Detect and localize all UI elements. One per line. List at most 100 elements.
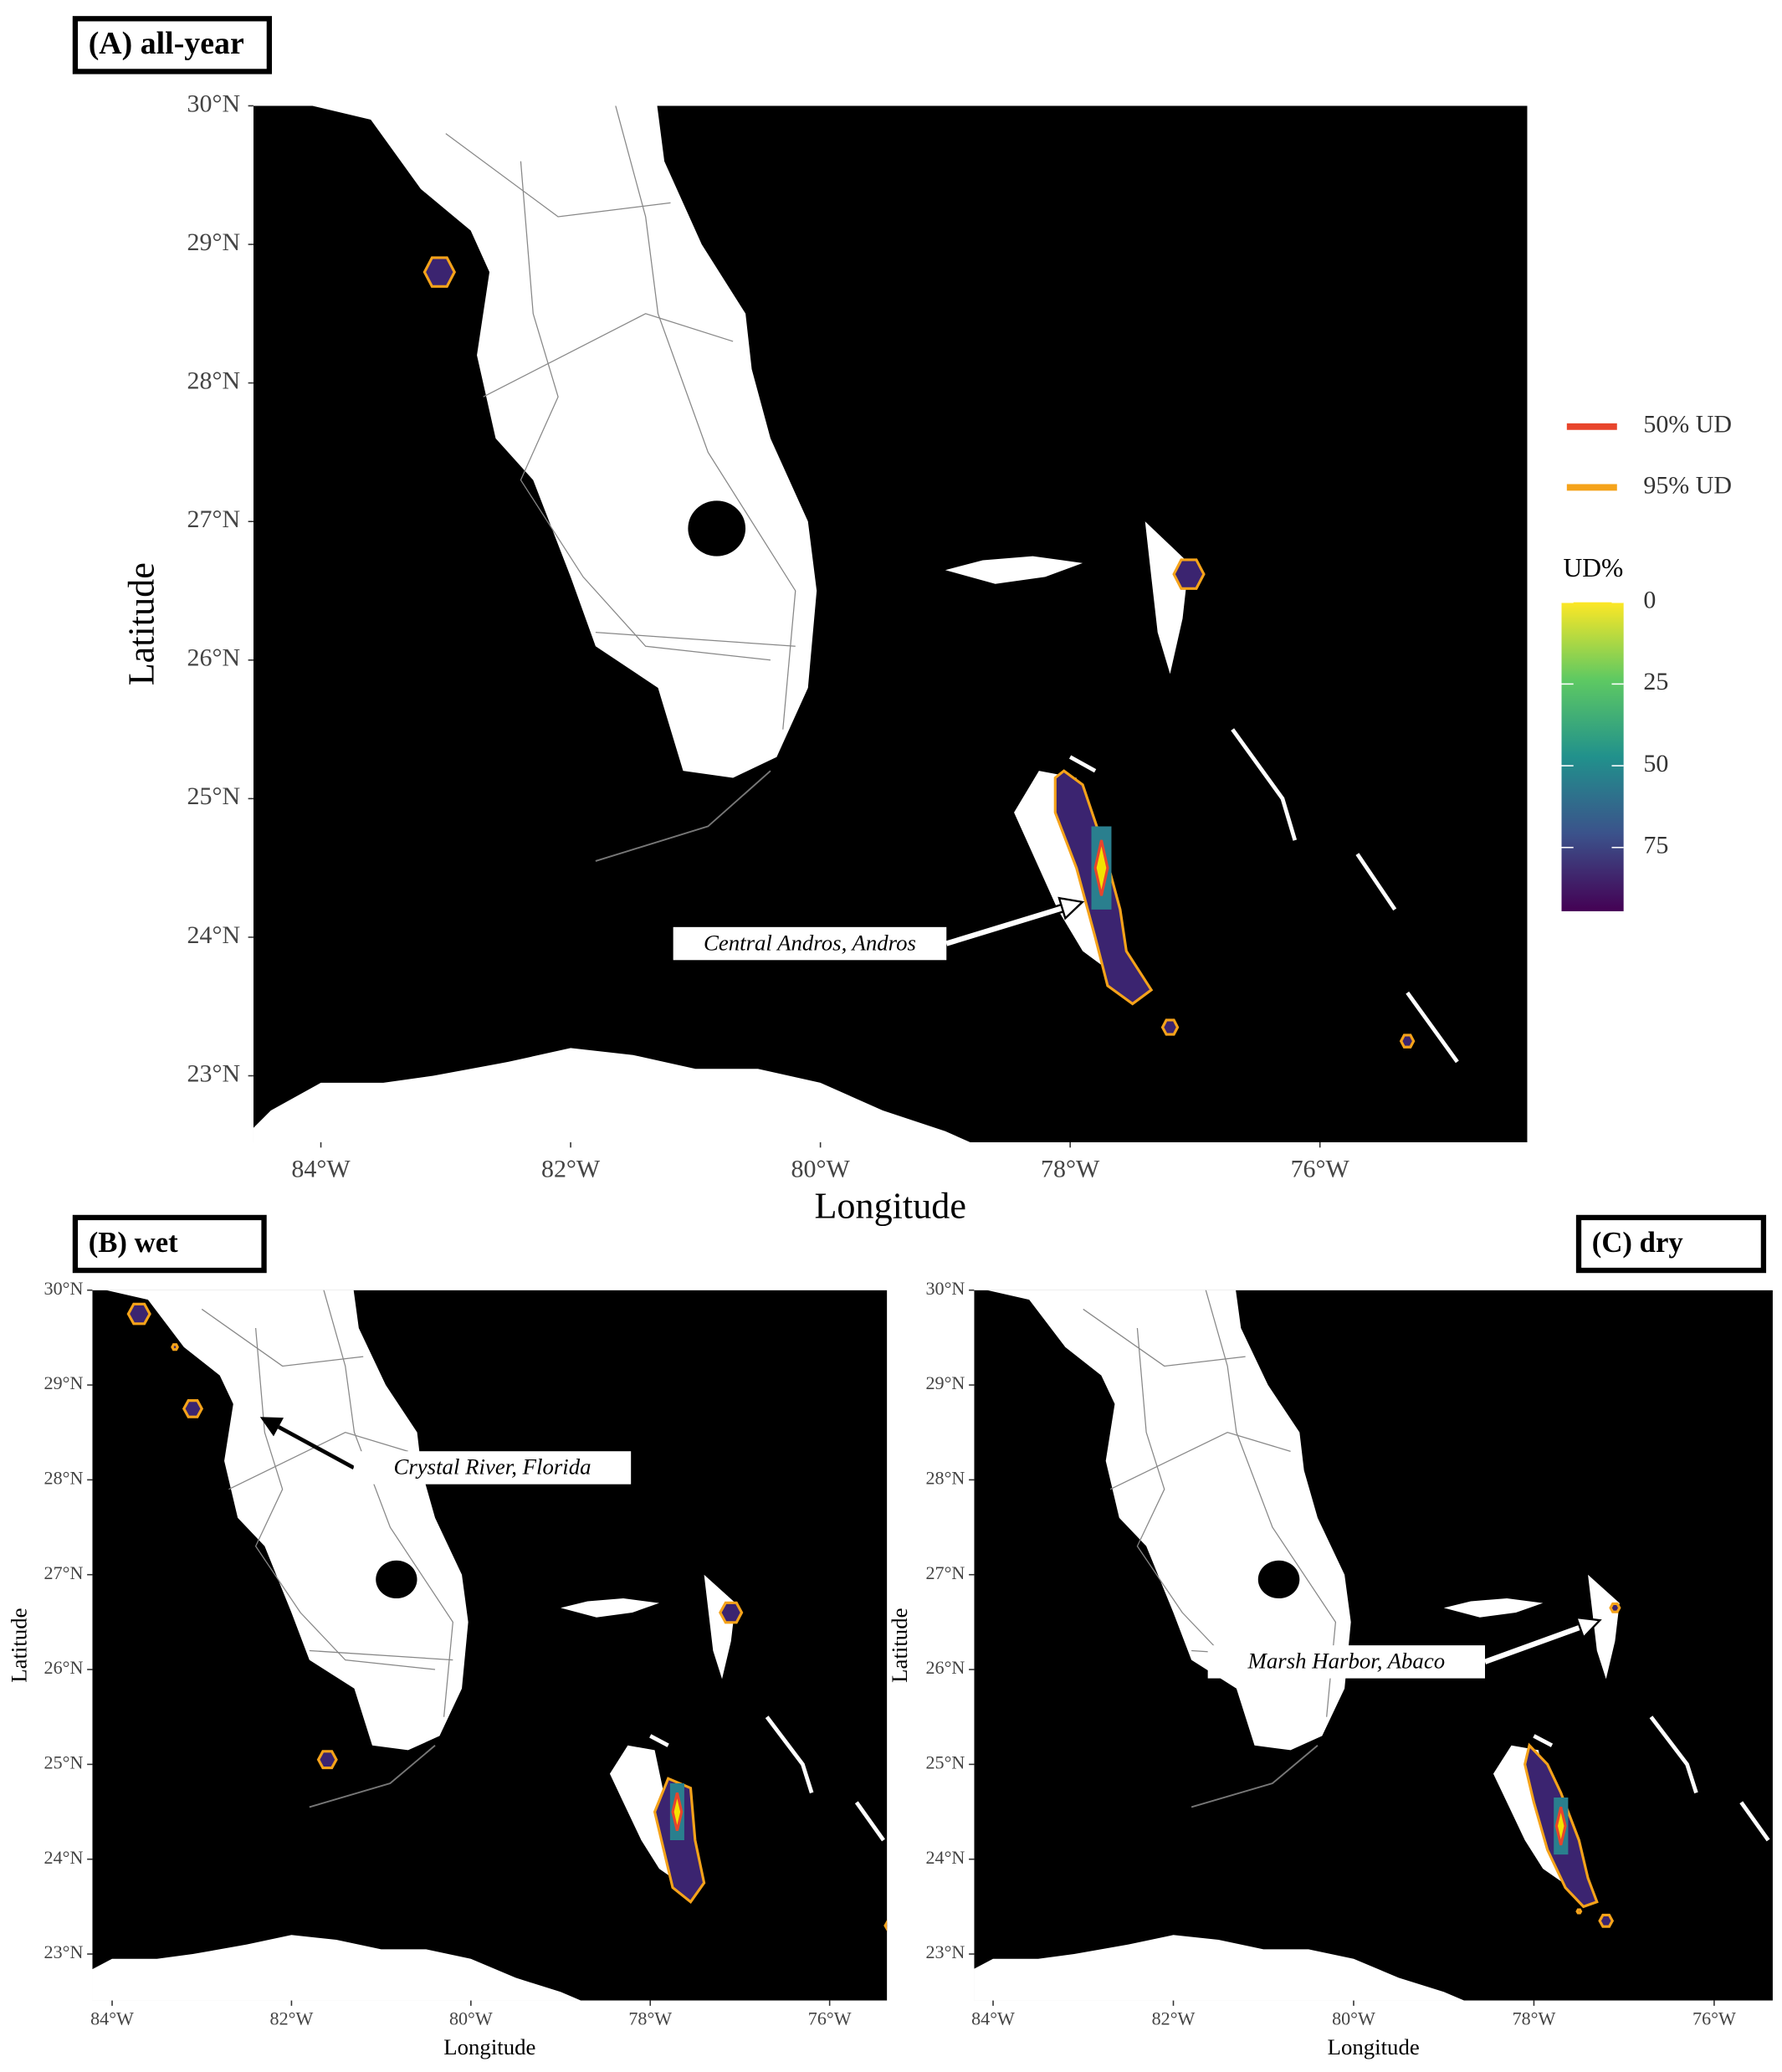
y-tick-label: 28°N bbox=[925, 1467, 965, 1488]
road bbox=[1109, 1431, 1291, 1490]
y-tick-label: 30°N bbox=[187, 90, 241, 117]
arrow-head bbox=[1057, 896, 1085, 921]
ud-95-contour bbox=[719, 1601, 744, 1624]
island-chain bbox=[1231, 728, 1298, 841]
land bbox=[105, 1290, 469, 1751]
island-chain bbox=[649, 1734, 669, 1747]
arrow-shaft bbox=[1483, 1624, 1581, 1664]
island-chain bbox=[893, 1897, 929, 1945]
land bbox=[704, 1574, 736, 1680]
road bbox=[1205, 1290, 1337, 1717]
road bbox=[1083, 1308, 1246, 1367]
road bbox=[595, 632, 796, 647]
island-chain bbox=[1406, 991, 1459, 1064]
y-tick-label: 27°N bbox=[187, 505, 241, 533]
ud-95-contour bbox=[1609, 1602, 1621, 1613]
y-tick-label: 26°N bbox=[187, 644, 241, 672]
panel-label: (A) all-year bbox=[89, 26, 244, 61]
y-tick-label: 25°N bbox=[187, 782, 241, 810]
x-tick-label: 78°W bbox=[1513, 2008, 1556, 2028]
ud-95-contour bbox=[1598, 1913, 1615, 1928]
ud-95-contour bbox=[422, 256, 457, 288]
x-tick-label: 78°W bbox=[1041, 1156, 1100, 1183]
y-tick-label: 26°N bbox=[925, 1657, 965, 1678]
arrow-shaft bbox=[945, 905, 1063, 946]
land bbox=[92, 1935, 581, 2001]
ud-50-contour bbox=[671, 1792, 684, 1832]
panel-label-box bbox=[72, 16, 273, 74]
road bbox=[201, 1308, 364, 1367]
y-axis-label: Latitude bbox=[121, 562, 162, 685]
map-panel bbox=[92, 1290, 929, 2001]
ud-95-contour bbox=[171, 1343, 179, 1351]
y-tick-label: 27°N bbox=[44, 1562, 84, 1583]
island-chain bbox=[765, 1716, 814, 1794]
x-tick-label: 80°W bbox=[1332, 2008, 1375, 2028]
ud-95-contour bbox=[1160, 1018, 1180, 1036]
road bbox=[228, 1431, 409, 1490]
road bbox=[615, 105, 796, 730]
land bbox=[312, 105, 817, 778]
x-axis-label: Longitude bbox=[1328, 2034, 1420, 2059]
y-axis-label: Latitude bbox=[6, 1608, 31, 1682]
ud-95-contour bbox=[653, 1777, 706, 1904]
land bbox=[1588, 1574, 1620, 1680]
lake-okeechobee bbox=[1257, 1560, 1300, 1599]
x-axis-label: Longitude bbox=[814, 1186, 966, 1227]
y-tick-label: 29°N bbox=[44, 1372, 84, 1393]
colorbar-tick-label: 0 bbox=[1643, 587, 1656, 614]
road bbox=[309, 1649, 453, 1661]
ud-95-contour bbox=[1575, 1908, 1583, 1915]
y-tick-label: 30°N bbox=[925, 1278, 965, 1299]
land bbox=[974, 1935, 1465, 2001]
y-tick-label: 27°N bbox=[925, 1562, 965, 1583]
island-chain bbox=[1649, 1716, 1698, 1794]
annotation: Marsh Harbor, Abaco bbox=[1247, 1649, 1446, 1674]
y-tick-label: 28°N bbox=[44, 1467, 84, 1488]
road bbox=[483, 313, 734, 397]
legend-label: 50% UD bbox=[1643, 411, 1732, 439]
island-chain bbox=[1068, 755, 1097, 773]
x-tick-label: 76°W bbox=[1291, 1156, 1350, 1183]
island-chain bbox=[1777, 1897, 1782, 1945]
arrow-head bbox=[259, 1417, 284, 1437]
y-tick-label: 26°N bbox=[44, 1657, 84, 1678]
x-tick-label: 82°W bbox=[1152, 2008, 1196, 2028]
island-chain bbox=[854, 1801, 885, 1842]
y-tick-label: 25°N bbox=[925, 1751, 965, 1772]
annotation: Crystal River, Florida bbox=[393, 1454, 591, 1480]
colorbar-title: UD% bbox=[1563, 553, 1623, 582]
colorbar-tick-label: 50 bbox=[1643, 750, 1668, 777]
y-tick-label: 29°N bbox=[187, 228, 241, 256]
land bbox=[1144, 521, 1189, 674]
y-tick-label: 29°N bbox=[925, 1372, 965, 1393]
x-tick-label: 84°W bbox=[90, 2008, 134, 2028]
x-tick-label: 84°W bbox=[291, 1156, 351, 1183]
keys bbox=[1191, 1745, 1319, 1808]
annotation: Central Andros, Andros bbox=[704, 930, 916, 955]
colorbar-tick-label: 75 bbox=[1643, 832, 1668, 859]
y-tick-label: 23°N bbox=[44, 1941, 84, 1962]
x-tick-label: 80°W bbox=[791, 1156, 850, 1183]
panel-label-box bbox=[1575, 1214, 1767, 1274]
land bbox=[561, 1598, 659, 1618]
road bbox=[445, 133, 671, 218]
island-chain bbox=[1739, 1801, 1770, 1842]
ud-95-contour bbox=[1172, 558, 1206, 590]
land bbox=[945, 556, 1083, 584]
lake-okeechobee bbox=[688, 500, 746, 556]
y-tick-label: 24°N bbox=[44, 1847, 84, 1868]
x-tick-label: 84°W bbox=[971, 2008, 1015, 2028]
y-tick-label: 30°N bbox=[44, 1278, 84, 1299]
annotation-box bbox=[353, 1451, 632, 1485]
keys bbox=[595, 770, 771, 862]
land bbox=[253, 1048, 970, 1143]
keys bbox=[309, 1745, 436, 1808]
island-chain bbox=[1533, 1734, 1554, 1747]
x-tick-label: 80°W bbox=[449, 2008, 493, 2028]
y-tick-label: 28°N bbox=[187, 367, 241, 394]
arrow-shaft bbox=[277, 1425, 355, 1470]
y-tick-label: 23°N bbox=[187, 1059, 241, 1087]
annotation-box bbox=[1207, 1645, 1485, 1679]
